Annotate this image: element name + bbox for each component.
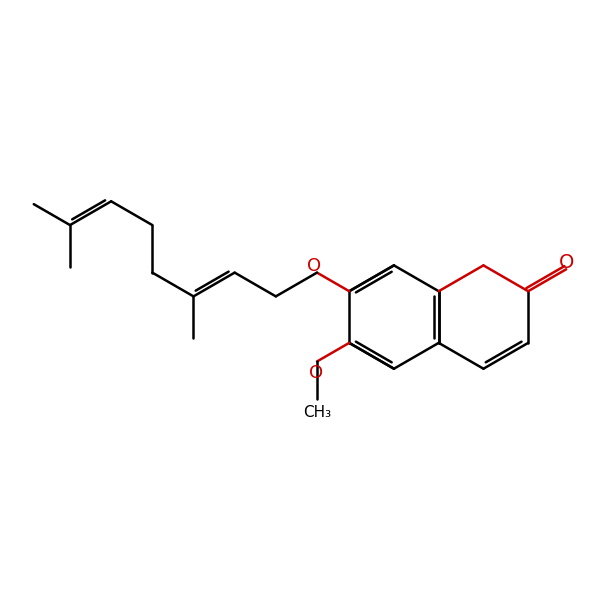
- Text: O: O: [309, 364, 323, 382]
- Text: O: O: [559, 253, 574, 272]
- Text: CH₃: CH₃: [303, 405, 331, 420]
- Text: O: O: [307, 257, 322, 275]
